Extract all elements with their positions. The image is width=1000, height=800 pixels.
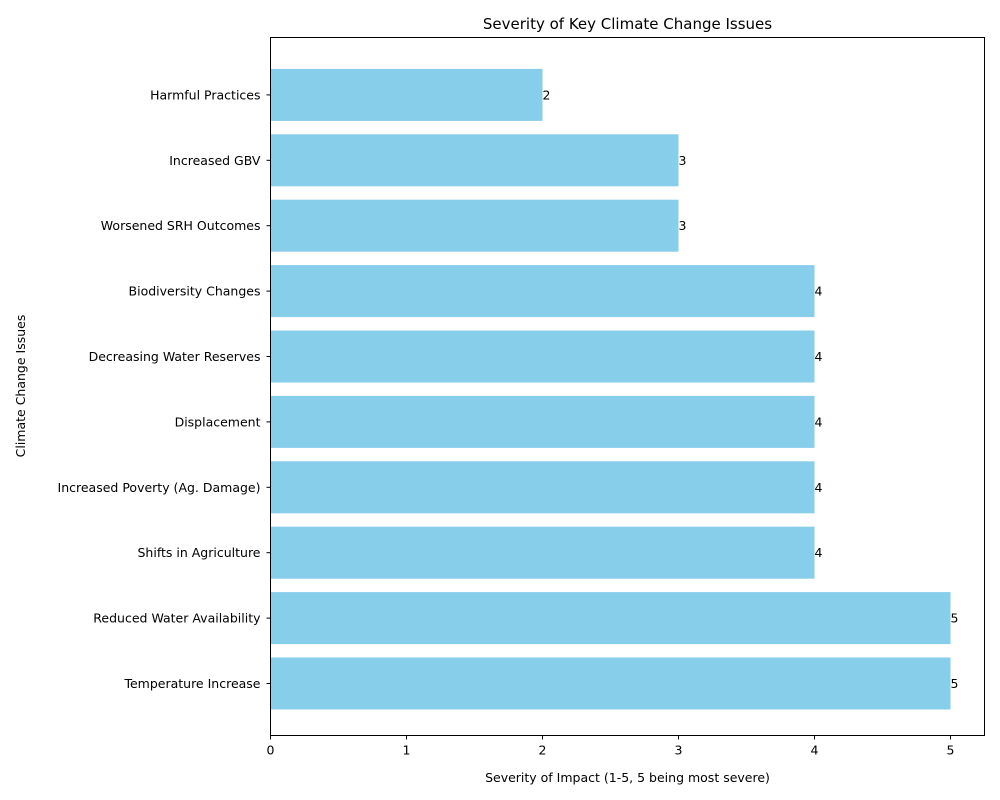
- bar: [270, 199, 679, 252]
- bar: [270, 526, 815, 579]
- bar-value-label: 4: [815, 349, 823, 364]
- bar: [270, 461, 815, 514]
- bar-value-label: 4: [815, 480, 823, 495]
- bar: [270, 68, 543, 121]
- x-tick-label: 3: [675, 743, 683, 758]
- bar: [270, 134, 679, 187]
- bar-value-label: 3: [679, 218, 687, 233]
- x-axis-ticks: 0 1 2 3 4 5: [267, 735, 955, 758]
- bar: [270, 265, 815, 318]
- bar-value-label: 4: [815, 414, 823, 429]
- bar-value-label: 3: [679, 153, 687, 168]
- y-tick-label: Shifts in Agriculture: [137, 545, 260, 560]
- y-tick-label: Decreasing Water Reserves: [89, 349, 261, 364]
- bar-value-label: 2: [543, 87, 551, 102]
- bar-value-label: 5: [951, 611, 959, 626]
- bar: [270, 330, 815, 383]
- y-tick-label: Increased Poverty (Ag. Damage): [58, 480, 261, 495]
- chart-title: Severity of Key Climate Change Issues: [483, 15, 772, 33]
- x-tick-label: 4: [811, 743, 819, 758]
- bar: [270, 592, 951, 645]
- x-tick-label: 1: [403, 743, 411, 758]
- bar: [270, 395, 815, 448]
- plot-frame: [270, 37, 985, 736]
- y-tick-label: Harmful Practices: [150, 87, 260, 102]
- x-axis-label: Severity of Impact (1-5, 5 being most se…: [485, 770, 770, 785]
- bar-value-label: 4: [815, 545, 823, 560]
- value-labels-group: 5 5 4 4 4 4 4 3 3 2: [543, 87, 959, 691]
- x-tick-label: 2: [539, 743, 547, 758]
- y-axis-ticks: Temperature Increase Reduced Water Availa…: [58, 87, 271, 691]
- bar-value-label: 5: [951, 676, 959, 691]
- bars-group: [270, 68, 951, 710]
- y-axis-label: Climate Change Issues: [13, 315, 28, 458]
- y-tick-label: Worsened SRH Outcomes: [101, 218, 261, 233]
- y-tick-label: Displacement: [175, 414, 261, 429]
- y-tick-label: Temperature Increase: [123, 676, 260, 691]
- x-tick-label: 0: [267, 743, 275, 758]
- y-tick-label: Biodiversity Changes: [129, 284, 261, 299]
- bar: [270, 657, 951, 710]
- y-tick-label: Increased GBV: [169, 153, 261, 168]
- bar-value-label: 4: [815, 284, 823, 299]
- x-tick-label: 5: [947, 743, 955, 758]
- y-tick-label: Reduced Water Availability: [93, 611, 261, 626]
